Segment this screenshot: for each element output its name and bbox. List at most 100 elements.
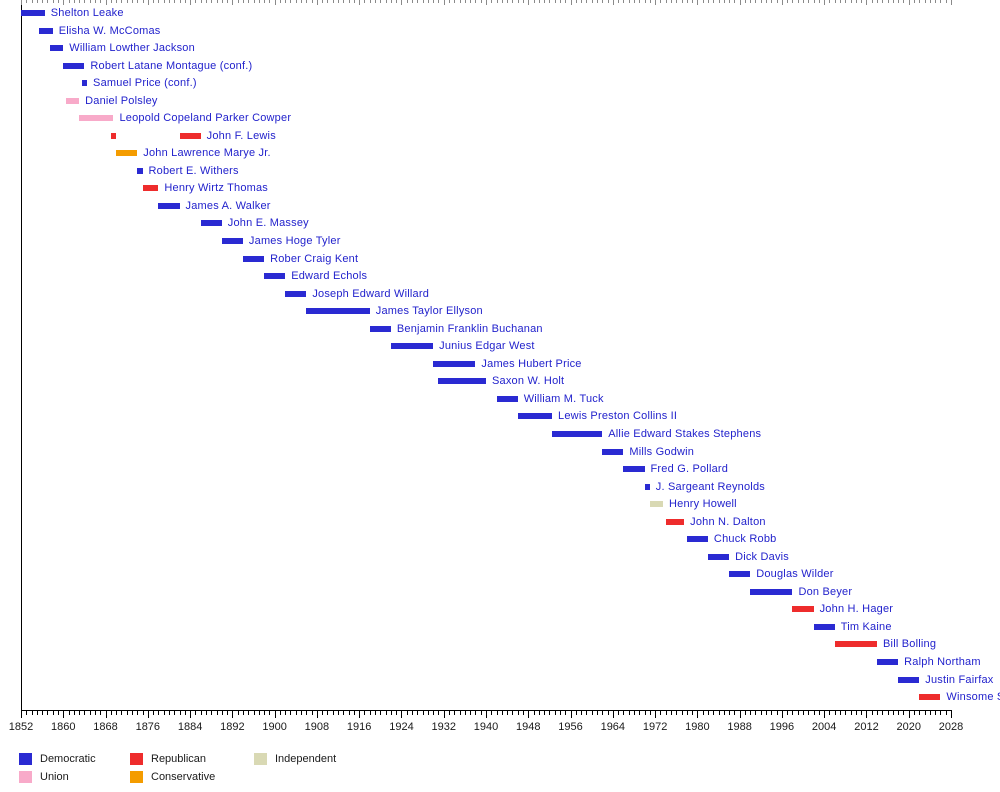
- top-axis-tick: [517, 0, 519, 3]
- timeline-bar: [707, 553, 730, 560]
- x-axis-minor-tick: [861, 711, 863, 715]
- top-axis-tick: [21, 0, 22, 5]
- legend-label-democratic: Democratic: [40, 753, 96, 765]
- timeline-bar: [137, 167, 143, 174]
- legend-swatch-republican: [130, 753, 143, 765]
- x-axis-minor-tick: [449, 711, 450, 715]
- top-axis-tick: [681, 0, 683, 3]
- top-axis-tick: [877, 0, 879, 3]
- top-axis-tick: [618, 0, 620, 3]
- timeline-bar: [242, 255, 265, 262]
- x-axis-minor-tick: [84, 711, 86, 715]
- x-axis-major-tick: [274, 711, 276, 718]
- top-axis-tick: [110, 0, 112, 3]
- x-axis-minor-tick: [237, 711, 239, 715]
- x-axis-minor-tick: [914, 711, 915, 715]
- x-axis-minor-tick: [676, 711, 678, 715]
- top-axis-tick: [184, 0, 186, 3]
- x-axis-minor-tick: [855, 711, 857, 715]
- x-axis-minor-tick: [602, 711, 604, 715]
- timeline-bar: [898, 676, 920, 683]
- top-axis-tick: [818, 0, 820, 3]
- top-axis-tick: [951, 0, 952, 5]
- x-axis-minor-tick: [533, 711, 535, 715]
- x-axis-minor-tick: [750, 711, 752, 715]
- top-axis-tick: [412, 0, 414, 3]
- timeline-bar: [264, 273, 286, 280]
- timeline-row-label: Elisha W. McComas: [58, 24, 161, 37]
- x-axis-minor-tick: [89, 711, 91, 715]
- timeline-row-label: Robert E. Withers: [148, 164, 239, 177]
- top-axis-tick: [380, 0, 382, 3]
- top-axis-tick: [723, 0, 725, 3]
- x-axis-major-tick: [316, 711, 318, 718]
- timeline-bar: [438, 378, 486, 385]
- top-axis-tick: [781, 0, 783, 5]
- x-axis-major-tick: [359, 711, 361, 718]
- x-axis-minor-tick: [311, 711, 313, 715]
- timeline-bar: [110, 132, 117, 139]
- timeline-row-label: James Hubert Price: [481, 357, 582, 370]
- x-axis-minor-tick: [290, 711, 292, 715]
- top-axis-tick: [227, 0, 229, 3]
- x-axis-minor-tick: [834, 711, 836, 715]
- top-axis-tick: [940, 0, 942, 3]
- top-axis-tick: [258, 0, 260, 3]
- top-axis-tick: [544, 0, 546, 3]
- top-axis-tick: [813, 0, 815, 3]
- legend-swatch-union: [19, 771, 32, 783]
- legend-label-republican: Republican: [151, 753, 207, 765]
- top-axis-tick: [908, 0, 910, 5]
- top-axis-tick: [454, 0, 456, 3]
- timeline-row-label: Justin Fairfax: [925, 673, 994, 686]
- top-axis-tick: [285, 0, 287, 3]
- x-axis-minor-tick: [338, 711, 340, 715]
- timeline-bar: [79, 115, 114, 122]
- top-axis-tick: [522, 0, 524, 3]
- x-axis-minor-tick: [153, 711, 155, 715]
- timeline-bar: [623, 466, 645, 473]
- top-axis-tick: [855, 0, 857, 3]
- top-axis-tick: [73, 0, 75, 3]
- top-axis-tick: [623, 0, 625, 3]
- top-axis-tick: [301, 0, 303, 3]
- timeline-row-label: John Lawrence Marye Jr.: [143, 147, 271, 160]
- x-axis-minor-tick: [470, 711, 472, 715]
- x-axis-minor-tick: [544, 711, 546, 715]
- legend-label-independent: Independent: [275, 753, 337, 765]
- timeline-row-label: Fred G. Pollard: [650, 463, 729, 476]
- top-axis-tick: [332, 0, 334, 3]
- x-axis-minor-tick: [686, 711, 688, 715]
- x-axis-minor-tick: [433, 711, 435, 715]
- top-axis-tick: [660, 0, 662, 3]
- top-axis-tick: [52, 0, 54, 3]
- x-axis-minor-tick: [253, 711, 255, 715]
- top-axis-tick: [89, 0, 91, 3]
- top-axis-tick: [438, 0, 440, 3]
- top-axis-tick: [607, 0, 609, 3]
- x-axis-minor-tick: [279, 711, 281, 715]
- x-axis-minor-tick: [665, 711, 667, 715]
- x-axis-tick-label: 2004: [811, 721, 837, 733]
- timeline-row-label: Henry Wirtz Thomas: [164, 182, 269, 195]
- top-axis-tick: [31, 0, 33, 3]
- x-axis-minor-tick: [771, 711, 773, 715]
- x-axis-minor-tick: [850, 711, 852, 715]
- x-axis-minor-tick: [301, 711, 303, 715]
- top-axis-tick: [581, 0, 583, 3]
- timeline-row-label: Rober Craig Kent: [270, 252, 359, 265]
- x-axis-minor-tick: [692, 711, 694, 715]
- x-axis-minor-tick: [792, 711, 794, 715]
- x-axis-minor-tick: [522, 711, 524, 715]
- top-axis-tick: [829, 0, 831, 3]
- top-axis-tick: [126, 0, 128, 3]
- x-axis-major-tick: [908, 711, 910, 718]
- x-axis-minor-tick: [766, 711, 768, 715]
- x-axis-minor-tick: [845, 711, 847, 715]
- x-axis-major-tick: [612, 711, 614, 718]
- top-axis-tick: [179, 0, 181, 3]
- top-axis-tick: [507, 0, 509, 3]
- top-axis-tick: [924, 0, 926, 3]
- timeline-bar: [433, 360, 476, 367]
- top-axis-tick: [692, 0, 694, 3]
